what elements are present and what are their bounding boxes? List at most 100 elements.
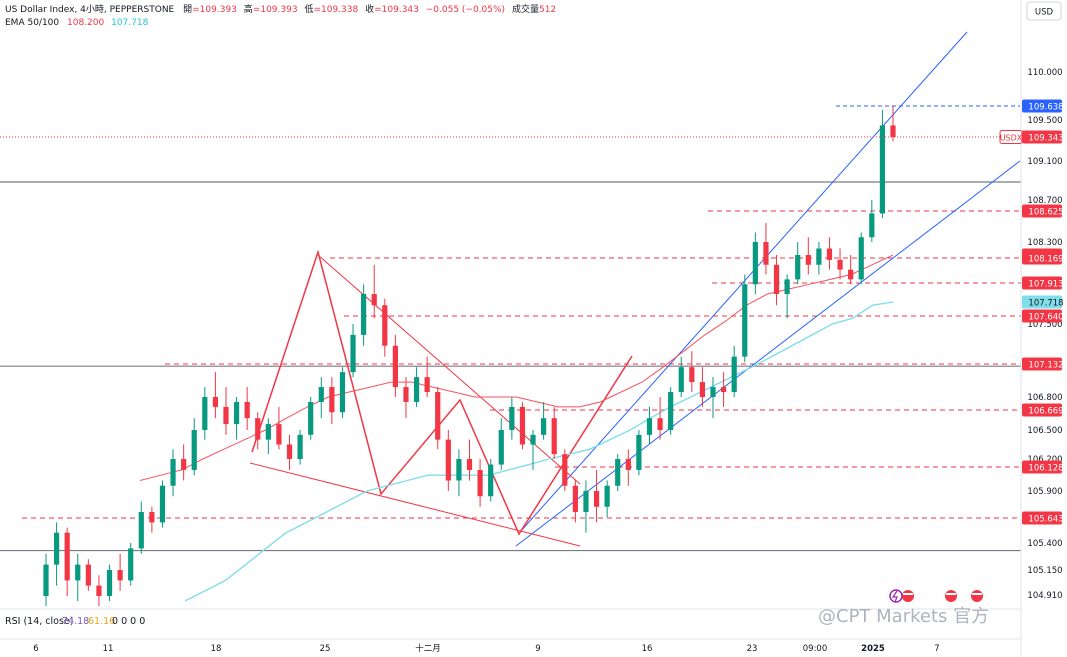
price-markers[interactable]: 109.638109.343USDX108.625108.200108.1691… — [999, 99, 1064, 525]
price-scale[interactable]: 110.000 109.500 109.100 108.700 108.300 107.5… — [999, 0, 1064, 657]
candle-body[interactable] — [837, 259, 843, 270]
time-axis[interactable]: 6 11 18 25 十二月 9 16 23 09:00 2025 7 — [0, 638, 1021, 654]
price-marker-108.625[interactable] — [1022, 204, 1062, 218]
candle-body[interactable] — [763, 242, 769, 265]
event-icons[interactable] — [889, 589, 983, 603]
candle-body[interactable] — [731, 356, 737, 393]
candle-body[interactable] — [297, 434, 303, 459]
candle-body[interactable] — [329, 387, 335, 413]
candle-body[interactable] — [117, 570, 123, 581]
candle-body[interactable] — [456, 459, 462, 481]
candle-body[interactable] — [382, 305, 388, 346]
candle-body[interactable] — [710, 387, 716, 397]
candle-body[interactable] — [721, 387, 727, 393]
candle-body[interactable] — [339, 372, 346, 413]
candle-body[interactable] — [202, 397, 208, 430]
candle-body[interactable] — [826, 248, 833, 260]
candle-body[interactable] — [138, 512, 144, 549]
candle-body[interactable] — [212, 397, 218, 407]
price-marker-107.132[interactable] — [1022, 357, 1062, 371]
currency-button[interactable]: USD — [1026, 1, 1062, 21]
candle-body[interactable] — [223, 406, 229, 425]
us-flag-event-icon-3[interactable] — [971, 590, 983, 602]
candle-body[interactable] — [646, 418, 653, 435]
candle-body[interactable] — [43, 564, 49, 596]
candle-body[interactable] — [64, 532, 70, 581]
ema100-line[interactable] — [184, 301, 894, 602]
candle-body[interactable] — [678, 367, 684, 393]
candle-body[interactable] — [509, 406, 515, 430]
candle-body[interactable] — [604, 485, 610, 507]
price-marker-106.669[interactable] — [1022, 403, 1062, 417]
pattern-drawing[interactable] — [249, 249, 633, 547]
candle-body[interactable] — [858, 237, 864, 280]
candle-body[interactable] — [435, 392, 441, 440]
candle-body[interactable] — [668, 392, 674, 430]
candle-body[interactable] — [773, 264, 780, 295]
candle-body[interactable] — [403, 387, 409, 402]
price-marker-107.640[interactable] — [1022, 309, 1062, 323]
candle-body[interactable] — [699, 382, 706, 397]
rsi-pane[interactable]: RSI (14, close) 74.18 61.16 0 0 0 0 — [0, 608, 1021, 627]
candle-body[interactable] — [265, 424, 271, 440]
candle-body[interactable] — [879, 125, 886, 214]
candle-body[interactable] — [75, 564, 81, 581]
us-flag-event-icon-2[interactable] — [945, 590, 957, 602]
symbol-tag[interactable] — [999, 130, 1023, 144]
price-marker-107.718[interactable] — [1022, 295, 1062, 309]
candle-body[interactable] — [286, 444, 293, 460]
candle-body[interactable] — [318, 387, 324, 402]
candle-body[interactable] — [181, 459, 187, 470]
horizontal-levels[interactable] — [0, 181, 1021, 552]
candle-body[interactable] — [784, 279, 790, 295]
dashed-levels[interactable] — [22, 210, 1021, 519]
candle-body[interactable] — [890, 125, 896, 137]
candle-body[interactable] — [477, 469, 483, 497]
candle-body[interactable] — [593, 491, 600, 507]
candle-body[interactable] — [413, 377, 420, 402]
candle-body[interactable] — [805, 255, 811, 265]
candle-body[interactable] — [85, 564, 91, 586]
candle-body[interactable] — [869, 213, 875, 238]
candle-body[interactable] — [752, 242, 758, 285]
candle-body[interactable] — [159, 485, 166, 523]
candle-body[interactable] — [848, 269, 854, 280]
candle-body[interactable] — [615, 459, 621, 486]
pattern-upper-trendline[interactable] — [317, 254, 581, 485]
price-marker-109.638[interactable] — [1022, 99, 1062, 113]
candle-body[interactable] — [361, 294, 367, 335]
candle-body[interactable] — [233, 401, 240, 425]
price-marker-108.169[interactable] — [1022, 251, 1062, 265]
candle-body[interactable] — [244, 401, 250, 419]
candle-body[interactable] — [255, 418, 261, 440]
candle-body[interactable] — [488, 464, 494, 497]
channel-lower-line[interactable] — [515, 160, 1021, 547]
candle-body[interactable] — [392, 345, 398, 388]
chart-legend[interactable]: US Dollar Index, 4小時, PEPPERSTONE 開=109.… — [5, 3, 556, 28]
candle-body[interactable] — [424, 377, 430, 393]
candle-body[interactable] — [350, 334, 356, 373]
candles[interactable] — [43, 106, 896, 606]
candle-body[interactable] — [445, 439, 451, 481]
candle-body[interactable] — [498, 430, 504, 465]
candle-body[interactable] — [106, 570, 113, 596]
candle-body[interactable] — [170, 459, 176, 486]
candle-body[interactable] — [636, 434, 642, 470]
candle-body[interactable] — [149, 512, 155, 523]
candle-body[interactable] — [742, 284, 748, 357]
price-marker-109.343[interactable] — [1022, 130, 1062, 144]
candle-body[interactable] — [625, 459, 631, 470]
price-marker-107.913[interactable] — [1022, 276, 1062, 290]
currency-button-box[interactable] — [1026, 1, 1062, 21]
candle-body[interactable] — [795, 255, 801, 280]
candle-body[interactable] — [657, 418, 663, 430]
candle-body[interactable] — [191, 430, 197, 470]
candle-body[interactable] — [689, 367, 695, 383]
candle-body[interactable] — [519, 406, 526, 445]
candle-body[interactable] — [551, 418, 557, 455]
candle-body[interactable] — [541, 418, 547, 435]
us-flag-event-icon[interactable] — [902, 590, 914, 602]
ema50-line[interactable] — [139, 254, 894, 481]
